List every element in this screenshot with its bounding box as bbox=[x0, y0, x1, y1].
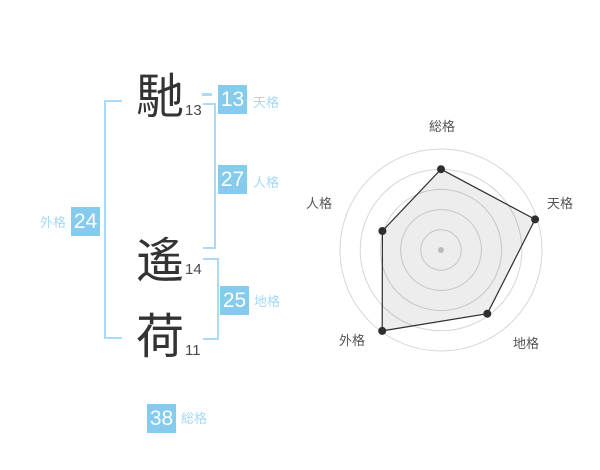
surname-kanji: 馳 bbox=[135, 71, 184, 124]
radar-vertex-dot bbox=[483, 309, 492, 318]
radar-ring bbox=[420, 229, 462, 271]
stroke-count: 11 bbox=[185, 342, 201, 359]
chikaku-bracket bbox=[203, 258, 219, 340]
radar-axis-label: 総格 bbox=[429, 119, 455, 134]
radar-center-dot bbox=[438, 247, 444, 253]
given-kanji-2: 荷 bbox=[135, 311, 184, 364]
radar-axis-label: 天格 bbox=[547, 196, 573, 211]
soukaku-label: 総格 bbox=[181, 411, 208, 426]
radar-ring bbox=[339, 148, 543, 352]
gaikaku-bracket bbox=[104, 100, 122, 339]
radar-vertex-dot bbox=[531, 215, 540, 224]
given-kanji-1: 遙 bbox=[135, 235, 184, 288]
radar-axis-label: 地格 bbox=[513, 336, 539, 351]
tenkaku-tick bbox=[202, 93, 212, 96]
radar-ring bbox=[379, 188, 503, 312]
jinkaku-bracket bbox=[203, 103, 216, 249]
gaikaku-label: 外格 bbox=[40, 215, 67, 230]
radar-vertex-dot bbox=[378, 326, 387, 335]
stroke-count: 13 bbox=[185, 102, 202, 119]
radar-vertex-dot bbox=[437, 165, 445, 174]
gaikaku-badge: 24 bbox=[71, 207, 100, 236]
tenkaku-label: 天格 bbox=[253, 95, 280, 110]
jinkaku-label: 人格 bbox=[253, 175, 280, 190]
tenkaku-badge: 13 bbox=[218, 85, 247, 114]
chikaku-badge: 25 bbox=[220, 286, 249, 315]
chikaku-label: 地格 bbox=[254, 294, 281, 309]
radar-ring bbox=[400, 209, 482, 291]
radar-polygon bbox=[381, 168, 536, 332]
soukaku-badge: 38 bbox=[147, 404, 176, 433]
radar-axis-label: 外格 bbox=[339, 333, 365, 348]
radar-vertex-dot bbox=[378, 227, 387, 235]
radar-axis-label: 人格 bbox=[306, 196, 332, 211]
stroke-count: 14 bbox=[185, 261, 202, 278]
jinkaku-badge: 27 bbox=[218, 165, 247, 194]
